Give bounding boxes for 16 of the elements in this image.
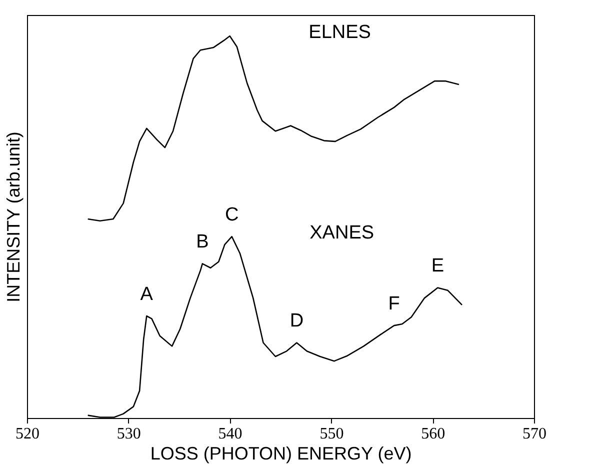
annotation: E [431,256,444,277]
x-tick-label: 550 [320,426,344,442]
annotation: C [224,204,239,226]
annotation: D [290,310,304,332]
x-axis-title: LOSS (PHOTON) ENERGY (eV) [150,444,412,464]
annotation: A [140,284,154,306]
annotation: F [388,294,400,315]
annotation: B [196,232,209,253]
annotation: XANES [310,222,374,244]
x-tick-label: 570 [522,426,546,442]
y-axis-title: INTENSITY (arb.unit) [4,132,24,302]
x-tick-label: 520 [16,426,40,442]
x-tick-label: 530 [116,426,141,442]
x-tick-label: 540 [218,426,242,442]
annotation: ELNES [308,22,371,44]
x-tick-label: 560 [421,426,446,442]
